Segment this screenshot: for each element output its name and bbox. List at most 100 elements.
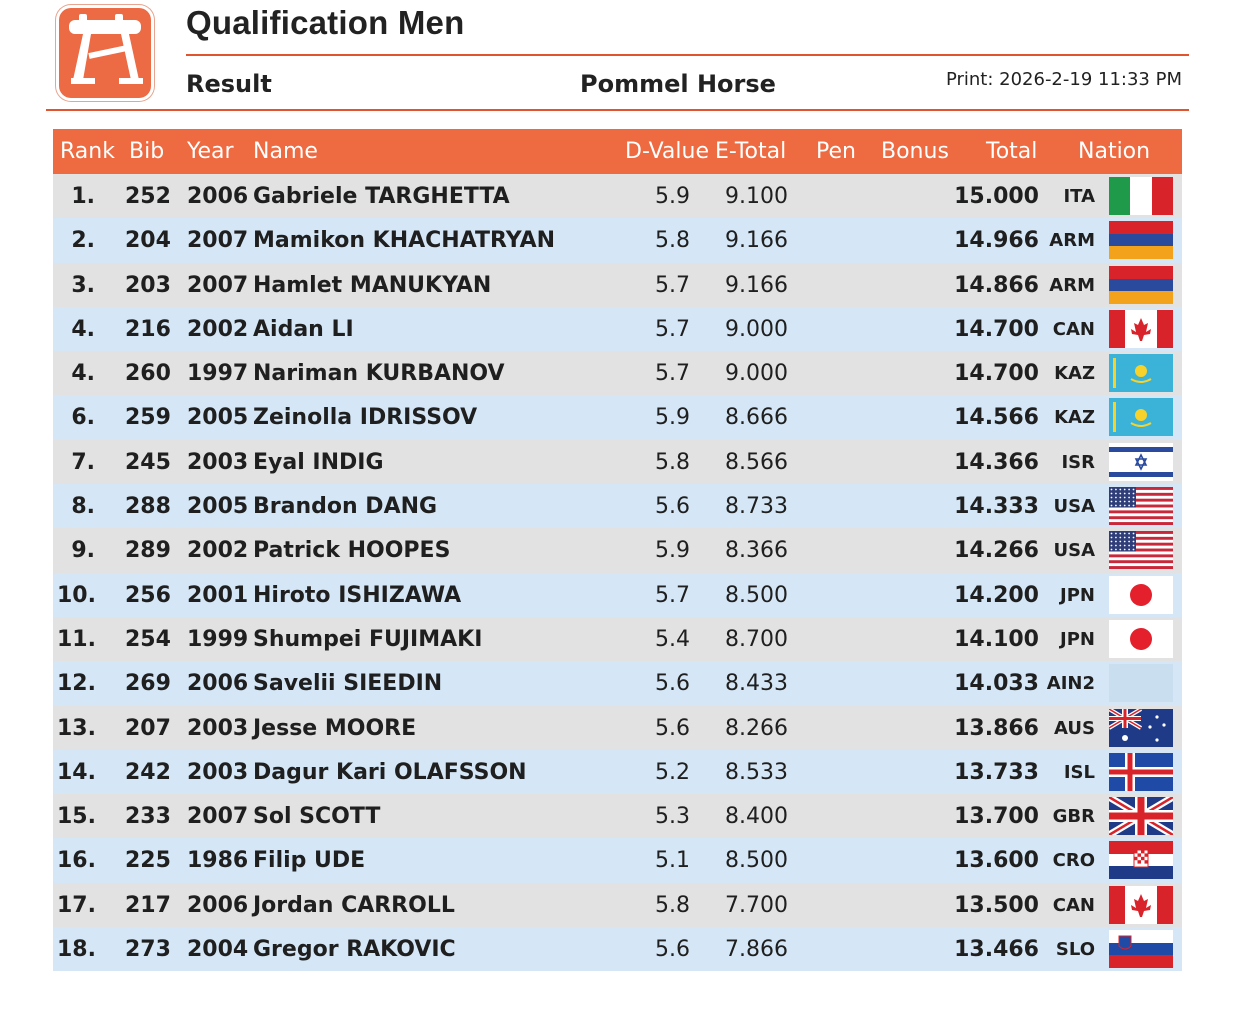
- japan-flag-icon: [1109, 575, 1173, 614]
- bib-cell: 256: [125, 582, 171, 608]
- year-cell: 2005: [187, 494, 249, 520]
- name-cell: Jordan CARROLL: [253, 892, 455, 918]
- nation-cell: CRO: [1052, 850, 1095, 872]
- print-timestamp: Print: 2026-2-19 11:33 PM: [945, 69, 1182, 90]
- rank-cell: 3.: [71, 272, 95, 298]
- rank-cell: 11.: [57, 626, 96, 652]
- rank-cell: 9.: [71, 538, 95, 564]
- table-row: 9. 289 2002 Patrick HOOPES 5.9 8.366 14.266 USA: [53, 528, 1182, 573]
- apparatus-label: Pommel Horse: [580, 70, 776, 98]
- etotal-cell: 8.400: [725, 804, 788, 830]
- rank-cell: 10.: [57, 582, 96, 608]
- canada-flag-icon: [1109, 309, 1173, 348]
- name-cell: Eyal INDIG: [253, 449, 384, 475]
- nation-cell: CAN: [1052, 894, 1095, 916]
- rank-cell: 16.: [57, 848, 96, 874]
- nation-cell: USA: [1053, 496, 1095, 518]
- dvalue-cell: 5.3: [655, 804, 690, 830]
- bib-cell: 217: [125, 892, 171, 918]
- croatia-flag-icon: [1109, 841, 1173, 880]
- year-cell: 2007: [187, 272, 249, 298]
- table-row: 11. 254 1999 Shumpei FUJIMAKI 5.4 8.700 14.100…: [53, 616, 1182, 662]
- pommel-horse-icon: [69, 14, 143, 84]
- nation-cell: GBR: [1052, 806, 1095, 828]
- total-cell: 14.266: [954, 538, 1039, 564]
- nation-cell: ITA: [1063, 186, 1095, 207]
- total-cell: 13.700: [954, 804, 1039, 830]
- table-row: 4. 260 1997 Nariman KURBANOV 5.7 9.000 14.700 K…: [53, 351, 1182, 396]
- header-pen: Pen: [816, 139, 856, 164]
- dvalue-cell: 5.7: [655, 316, 690, 342]
- total-cell: 15.000: [954, 184, 1039, 209]
- total-cell: 13.600: [954, 848, 1039, 874]
- uk-flag-icon: [1109, 797, 1173, 836]
- table-row: 12. 269 2006 Savelii SIEEDIN 5.6 8.433 14.033 A…: [53, 661, 1182, 706]
- dvalue-cell: 5.8: [655, 892, 690, 918]
- total-cell: 13.500: [954, 892, 1039, 918]
- nation-cell: ARM: [1049, 230, 1095, 252]
- nation-cell: JPN: [1060, 584, 1095, 606]
- bib-cell: 289: [125, 538, 171, 564]
- table-row: 14. 242 2003 Dagur Kari OLAFSSON 5.2 8.533 13.…: [53, 749, 1182, 795]
- rank-cell: 7.: [71, 449, 95, 475]
- nation-cell: CAN: [1052, 318, 1095, 340]
- total-cell: 14.700: [954, 361, 1039, 387]
- year-cell: 2006: [187, 892, 249, 918]
- nation-cell: KAZ: [1054, 407, 1095, 429]
- dvalue-cell: 5.7: [655, 272, 690, 298]
- bib-cell: 273: [125, 937, 171, 963]
- year-cell: 2007: [187, 228, 249, 254]
- table-row: 1. 252 2006 Gabriele TARGHETTA 5.9 9.100 15.00…: [53, 174, 1182, 219]
- total-cell: 14.366: [954, 449, 1039, 475]
- total-cell: 14.966: [954, 228, 1039, 254]
- rank-cell: 8.: [71, 494, 95, 520]
- kazakhstan-flag-icon: [1109, 398, 1173, 437]
- nation-cell: ISR: [1061, 451, 1095, 473]
- etotal-cell: 9.166: [725, 272, 788, 298]
- table-row: 18. 273 2004 Gregor RAKOVIC 5.6 7.866 13.466 SL…: [53, 927, 1182, 972]
- etotal-cell: 8.566: [725, 449, 788, 475]
- armenia-flag-icon: [1109, 221, 1173, 260]
- table-row: 3. 203 2007 Hamlet MANUKYAN 5.7 9.166 14.866 AR…: [53, 262, 1182, 307]
- results-table: Rank Bib Year Name D-Value E-Total Pen B…: [53, 129, 1182, 972]
- header-bib: Bib: [129, 139, 165, 164]
- dvalue-cell: 5.9: [655, 405, 690, 431]
- japan-flag-icon: [1109, 619, 1173, 658]
- bib-cell: 233: [125, 804, 171, 830]
- name-cell: Shumpei FUJIMAKI: [253, 626, 483, 652]
- table-row: 10. 256 2001 Hiroto ISHIZAWA 5.7 8.500 14.200 J…: [53, 572, 1182, 617]
- nation-cell: USA: [1053, 540, 1095, 562]
- etotal-cell: 7.866: [725, 937, 788, 963]
- usa-flag-icon: [1109, 487, 1173, 526]
- table-row: 13. 207 2003 Jesse MOORE 5.6 8.266 13.866 AUS: [53, 705, 1182, 750]
- armenia-flag-icon: [1109, 265, 1173, 304]
- total-cell: 14.033: [954, 671, 1039, 697]
- canada-flag-icon: [1109, 885, 1173, 924]
- header-etotal: E-Total: [715, 139, 787, 164]
- rank-cell: 14.: [57, 759, 96, 785]
- rank-cell: 1.: [71, 184, 95, 209]
- dvalue-cell: 5.9: [655, 538, 690, 564]
- australia-flag-icon: [1109, 708, 1173, 747]
- dvalue-cell: 5.6: [655, 671, 690, 697]
- name-cell: Zeinolla IDRISSOV: [253, 405, 478, 431]
- italy-flag-icon: [1109, 177, 1173, 215]
- bib-cell: 245: [125, 449, 171, 475]
- etotal-cell: 8.500: [725, 848, 788, 874]
- table-row: 16. 225 1986 Filip UDE 5.1 8.500 13.600 CRO: [53, 838, 1182, 883]
- year-cell: 2005: [187, 405, 249, 431]
- nation-cell: AUS: [1054, 717, 1095, 739]
- year-cell: 1997: [187, 361, 249, 387]
- dvalue-cell: 5.6: [655, 715, 690, 741]
- bib-cell: 269: [125, 671, 171, 697]
- name-cell: Dagur Kari OLAFSSON: [253, 759, 527, 785]
- iceland-flag-icon: [1109, 752, 1173, 791]
- title-divider: [186, 54, 1189, 56]
- nation-cell: ARM: [1049, 274, 1095, 296]
- dvalue-cell: 5.8: [655, 449, 690, 475]
- header-year: Year: [187, 139, 234, 164]
- etotal-cell: 8.700: [725, 626, 788, 652]
- page-title: Qualification Men: [186, 4, 465, 41]
- rank-cell: 17.: [57, 892, 96, 918]
- bib-cell: 207: [125, 715, 171, 741]
